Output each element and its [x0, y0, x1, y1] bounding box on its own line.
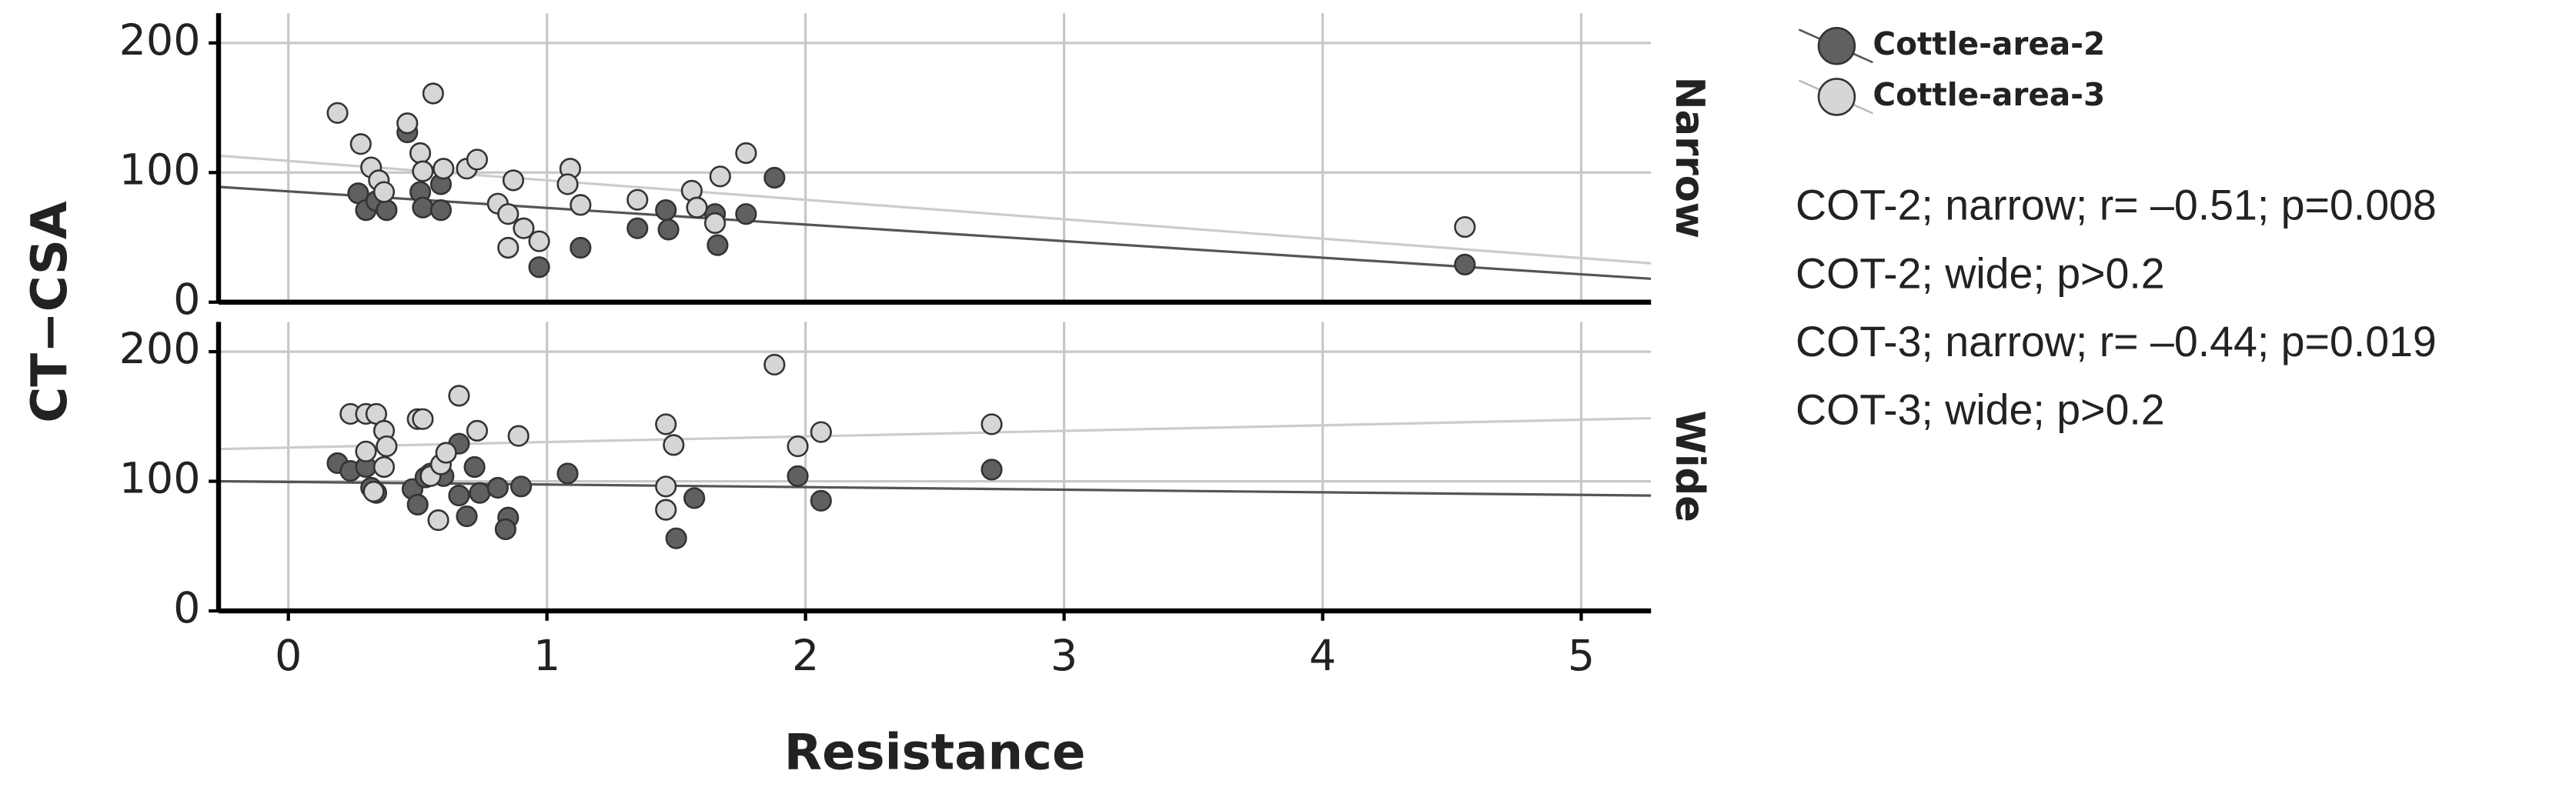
- facet-label: Narrow: [1666, 77, 1712, 239]
- x-axis-label: Resistance: [784, 724, 1086, 781]
- point: [655, 413, 677, 435]
- point: [787, 465, 809, 487]
- point: [665, 527, 687, 549]
- point: [429, 199, 452, 222]
- point: [1454, 253, 1476, 275]
- x-tick-label: 4: [1309, 631, 1336, 681]
- x-tick-label: 5: [1568, 631, 1595, 681]
- legend-marker: [1817, 78, 1856, 116]
- point: [657, 219, 680, 241]
- y-tick-label: 200: [119, 324, 201, 374]
- point: [422, 82, 444, 105]
- x-tick-label: 3: [1051, 631, 1078, 681]
- point: [626, 217, 649, 239]
- point: [497, 203, 520, 225]
- legend-marker: [1817, 27, 1856, 65]
- point: [396, 112, 419, 135]
- point: [556, 173, 579, 195]
- point: [349, 133, 372, 155]
- y-tick-label: 0: [173, 583, 200, 633]
- point: [655, 475, 677, 498]
- point: [528, 230, 550, 252]
- point: [376, 199, 398, 222]
- point: [709, 165, 731, 188]
- point: [513, 217, 535, 239]
- point: [655, 199, 677, 222]
- annotation: COT-3; narrow; r= –0.44; p=0.019: [1796, 318, 2437, 365]
- point: [787, 435, 809, 458]
- point: [412, 160, 434, 182]
- point: [435, 442, 457, 464]
- point: [686, 196, 708, 219]
- point: [570, 194, 592, 216]
- point: [409, 142, 432, 165]
- y-tick-label: 200: [119, 15, 201, 65]
- y-tick-label: 0: [173, 275, 200, 325]
- annotation: COT-3; wide; p>0.2: [1796, 385, 2165, 433]
- x-tick-label: 2: [792, 631, 819, 681]
- point: [981, 459, 1003, 481]
- point: [510, 475, 533, 498]
- point: [763, 353, 786, 376]
- point: [466, 419, 489, 442]
- point: [507, 425, 530, 447]
- point: [707, 234, 729, 256]
- point: [355, 440, 377, 462]
- point: [363, 480, 385, 503]
- x-tick-label: 0: [275, 631, 302, 681]
- point: [502, 169, 525, 192]
- point: [326, 102, 349, 124]
- point: [1454, 215, 1476, 239]
- point: [663, 434, 685, 456]
- point: [463, 455, 486, 479]
- point: [376, 435, 398, 458]
- point: [373, 455, 396, 479]
- fit-line: [218, 185, 1652, 280]
- point: [412, 408, 434, 430]
- point: [373, 181, 396, 203]
- point: [469, 482, 491, 504]
- point: [626, 188, 649, 211]
- point: [735, 142, 757, 165]
- point: [655, 499, 677, 521]
- y-axis-label: CT−CSA: [22, 201, 79, 423]
- fit-line: [218, 479, 1652, 497]
- facet-label: Wide: [1666, 410, 1712, 522]
- x-tick-label: 1: [533, 631, 560, 681]
- y-tick-label: 100: [119, 454, 201, 504]
- point: [497, 236, 520, 259]
- point: [683, 487, 706, 509]
- point: [981, 413, 1003, 435]
- point: [570, 236, 592, 259]
- point: [433, 158, 455, 180]
- point: [427, 509, 449, 532]
- point: [528, 256, 550, 279]
- legend-label: Cottle-area-2: [1873, 25, 2105, 62]
- y-tick-label: 100: [119, 145, 201, 195]
- point: [556, 462, 579, 485]
- legend-label: Cottle-area-3: [1873, 76, 2105, 113]
- point: [810, 421, 832, 443]
- point: [494, 518, 516, 540]
- point: [810, 489, 832, 512]
- point: [448, 484, 470, 507]
- fit-line: [218, 416, 1652, 451]
- point: [735, 203, 757, 225]
- point: [406, 493, 429, 515]
- point: [763, 166, 786, 189]
- point: [412, 196, 434, 219]
- annotation: COT-2; narrow; r= –0.51; p=0.008: [1796, 182, 2437, 229]
- point: [703, 212, 727, 235]
- point: [448, 385, 470, 407]
- point: [456, 505, 478, 528]
- point: [486, 476, 509, 499]
- point: [466, 148, 489, 171]
- annotation: COT-2; wide; p>0.2: [1796, 249, 2165, 297]
